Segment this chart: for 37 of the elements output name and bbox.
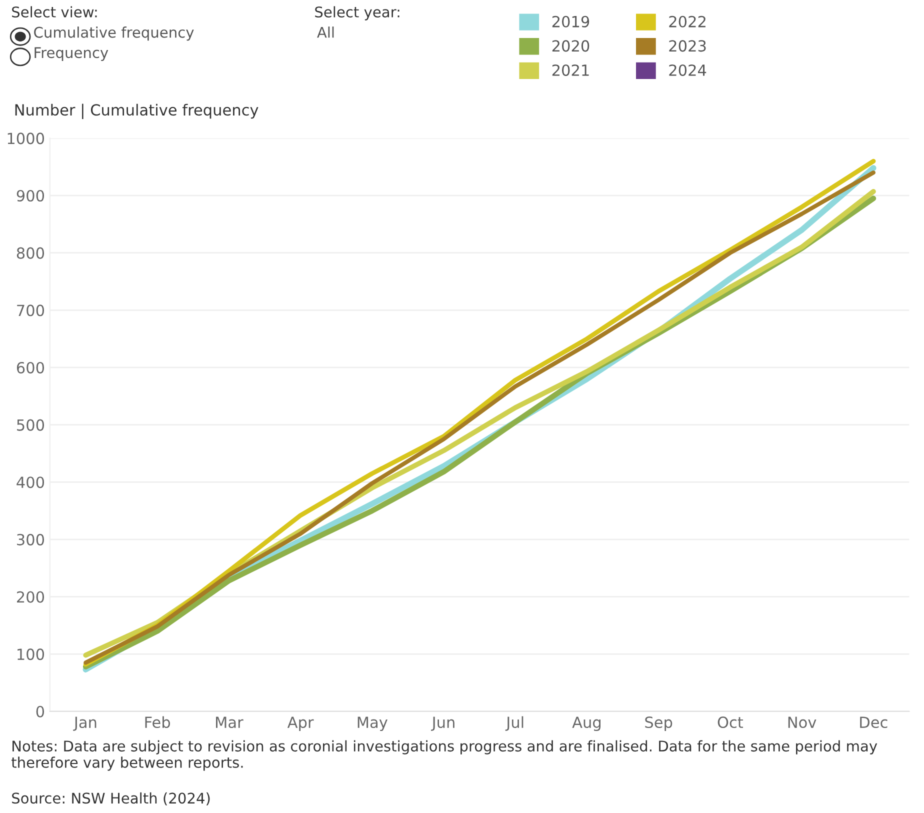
y-tick-label: 600 [16,362,44,374]
x-tick-label: Apr [287,716,314,732]
y-tick-label: 400 [16,476,44,488]
y-tick-label: 200 [16,591,44,603]
x-tick-label: May [358,716,388,732]
text: Notes: Data are subject to revision as coronial investigations progress and are finalised. Data for the same period may therefore vary between reports. [11,740,878,771]
y-tick-label: 700 [17,304,44,316]
y-tick-label: 0 [36,706,44,718]
x-tick-label: Sep [645,716,672,732]
y-tick-label: 1000 [8,132,44,144]
text: Frequency [34,47,108,61]
legend-label: 2023 [669,40,706,52]
y-tick-label: 900 [16,190,44,202]
x-tick-label: Mar [216,716,244,728]
text: All [317,26,334,38]
legend-label: 2021 [552,64,589,76]
x-tick-label: Aug [572,716,600,732]
x-tick-label: Jan [73,716,96,731]
y-tick-label: 300 [17,534,44,546]
y-tick-label: 500 [17,419,44,431]
legend-label: 2024 [669,64,706,76]
legend-label: 2019 [552,16,590,28]
x-tick-label: Oct [718,716,744,728]
text: Cumulative frequency [34,26,194,41]
y-axis-title: Number | Cumulative frequency [15,104,258,120]
legend-label: 2020 [552,40,590,52]
x-tick-label: Jul [505,716,524,731]
legend-label: 2022 [669,16,706,28]
source-note: Source: NSW Health (2024) [12,792,210,806]
x-tick-label: Nov [788,716,816,728]
text: Select view: [12,6,97,18]
x-tick-label: Feb [145,716,170,728]
x-tick-label: Jun [431,716,454,731]
text: Select year: [315,6,400,20]
y-tick-label: 100 [18,648,44,660]
y-tick-label: 800 [16,247,44,259]
x-tick-label: Dec [860,716,888,728]
